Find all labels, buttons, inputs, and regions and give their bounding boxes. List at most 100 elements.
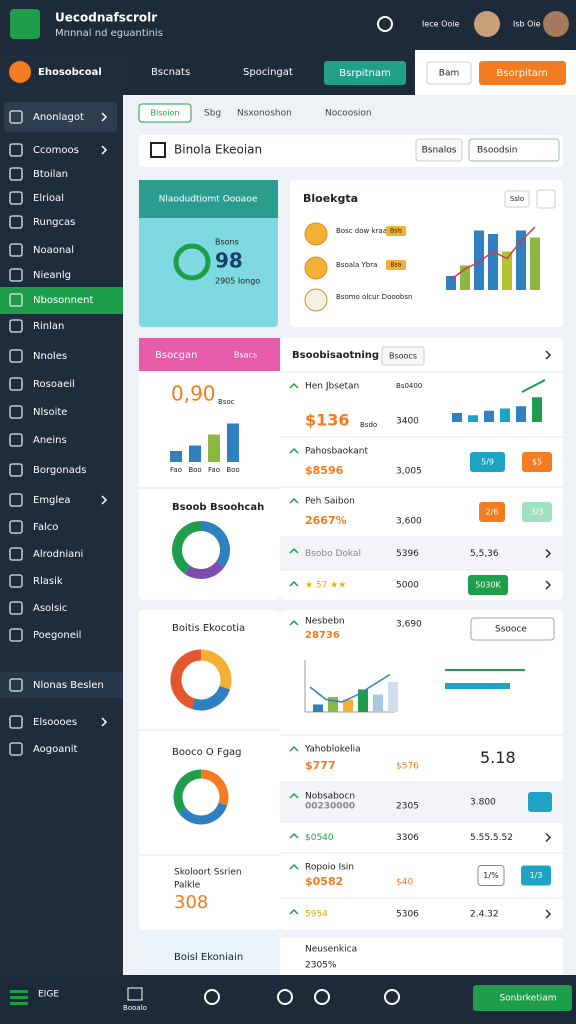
nav-item[interactable]: Rlasik — [33, 576, 63, 587]
logo-bar — [10, 996, 28, 999]
button[interactable] — [504, 190, 530, 208]
tab[interactable]: Nocoosion — [325, 109, 372, 119]
badge[interactable] — [522, 452, 552, 472]
donut-segment — [200, 521, 230, 568]
nav-item[interactable]: Nieanlg — [33, 270, 71, 281]
nav-item[interactable]: Emglea — [33, 495, 70, 506]
accent-button[interactable] — [479, 61, 566, 85]
row-label: Nesbebn — [305, 617, 345, 627]
nav-item[interactable]: Nnoles — [33, 351, 67, 362]
chevron[interactable] — [101, 717, 108, 727]
sub-tab[interactable]: Spocingat — [243, 67, 293, 78]
panel-icon — [150, 142, 166, 158]
nav-item[interactable]: Elsoooes — [33, 717, 77, 728]
legend-label: Bsoala Ybra — [336, 261, 377, 269]
button[interactable] — [415, 138, 463, 162]
nav-item[interactable]: Nlsoite — [33, 407, 67, 418]
nav-item[interactable]: Elrioal — [33, 193, 64, 204]
nav-item[interactable]: Nbosonnent — [33, 295, 93, 306]
logo-bar — [10, 990, 28, 993]
nav-item[interactable]: Falco — [33, 522, 58, 533]
row-icon — [289, 792, 299, 799]
nav-item[interactable]: Aogoanit — [33, 744, 77, 755]
chevron[interactable] — [545, 832, 552, 843]
nav-item[interactable]: Borgonads — [33, 465, 86, 476]
tab[interactable]: Nsxonoshon — [237, 109, 292, 119]
dropdown[interactable] — [536, 189, 556, 209]
nav-item[interactable]: Btoilan — [33, 169, 68, 180]
nav-icon — [9, 110, 23, 124]
bar — [516, 406, 526, 422]
nav-icon[interactable] — [127, 987, 143, 1001]
row-extra: 5.55.5.52 — [470, 833, 513, 843]
nav-item[interactable]: Nlonas Beslen — [33, 680, 104, 691]
select[interactable] — [468, 138, 560, 162]
nav-icon — [9, 574, 23, 588]
row-label: ★ 57 ★★ — [305, 581, 346, 591]
badge[interactable] — [477, 865, 505, 886]
tab-active[interactable] — [138, 103, 192, 123]
badge[interactable] — [521, 865, 551, 886]
nav-item[interactable]: Noaonal — [33, 245, 74, 256]
badge[interactable] — [479, 502, 505, 522]
row-metric: 3306 — [396, 833, 419, 843]
search-icon[interactable] — [204, 989, 220, 1005]
row-label: Peh Saibon — [305, 497, 355, 507]
bar — [189, 445, 201, 462]
nav-item[interactable]: Anonlagot — [33, 112, 84, 123]
footer-item[interactable]: Booalo — [123, 1004, 147, 1012]
chevron[interactable] — [101, 495, 108, 505]
nav-item[interactable]: Asolsic — [33, 603, 67, 614]
card-note: 2905 Iongo — [215, 277, 260, 286]
legend-label: Bsomo olcur Dooobsn — [336, 293, 412, 301]
nav-item[interactable]: Rosoaeil — [33, 379, 75, 390]
nav-icon — [9, 405, 23, 419]
sub-tab[interactable]: Bscnats — [151, 67, 190, 78]
plain-button[interactable] — [426, 61, 472, 85]
chevron[interactable] — [545, 548, 552, 559]
row-icon — [289, 497, 299, 504]
chevron[interactable] — [545, 350, 552, 360]
bar — [328, 697, 338, 712]
nav-item[interactable]: Poegoneil — [33, 630, 81, 641]
row-value: 00230000 — [305, 802, 355, 812]
chevron[interactable] — [545, 580, 552, 590]
submit-button[interactable] — [473, 985, 572, 1011]
chevron[interactable] — [101, 112, 108, 122]
nav-item[interactable]: Aneins — [33, 435, 67, 446]
badge[interactable] — [468, 575, 508, 595]
avatar[interactable] — [474, 11, 500, 37]
tab[interactable]: Sbg — [204, 109, 221, 119]
settings-icon[interactable] — [384, 989, 400, 1005]
row-label: Ropoio Isin — [305, 863, 354, 873]
row-note: Bs0400 — [396, 382, 422, 390]
nav-icon — [9, 167, 23, 181]
badge-label: 1/3 — [530, 871, 543, 880]
row-icon — [289, 745, 299, 752]
search-icon[interactable] — [377, 16, 393, 32]
clock-icon[interactable] — [277, 989, 293, 1005]
nav-item[interactable]: Rungcas — [33, 217, 75, 228]
badge-label: 1/% — [483, 871, 499, 880]
avatar[interactable] — [543, 11, 569, 37]
nav-icon — [9, 742, 23, 756]
nav-icon — [9, 493, 23, 507]
nav-item[interactable]: Ccomoos — [33, 145, 79, 156]
primary-button[interactable] — [324, 61, 406, 85]
nav-icon — [9, 715, 23, 729]
select[interactable] — [470, 617, 555, 641]
chevron[interactable] — [545, 909, 552, 919]
bar-label: Fao — [170, 466, 182, 474]
nav-icon — [9, 377, 23, 391]
nav-item[interactable]: Alrodniani — [33, 549, 83, 560]
nav-icon — [9, 678, 23, 692]
row-icon — [289, 863, 299, 870]
badge[interactable] — [522, 502, 552, 522]
button[interactable] — [381, 346, 425, 366]
refresh-icon[interactable] — [314, 989, 330, 1005]
badge[interactable] — [528, 792, 552, 812]
chevron[interactable] — [101, 145, 108, 155]
badge[interactable] — [470, 452, 505, 472]
nav-icon — [9, 433, 23, 447]
nav-item[interactable]: Rinlan — [33, 321, 64, 332]
